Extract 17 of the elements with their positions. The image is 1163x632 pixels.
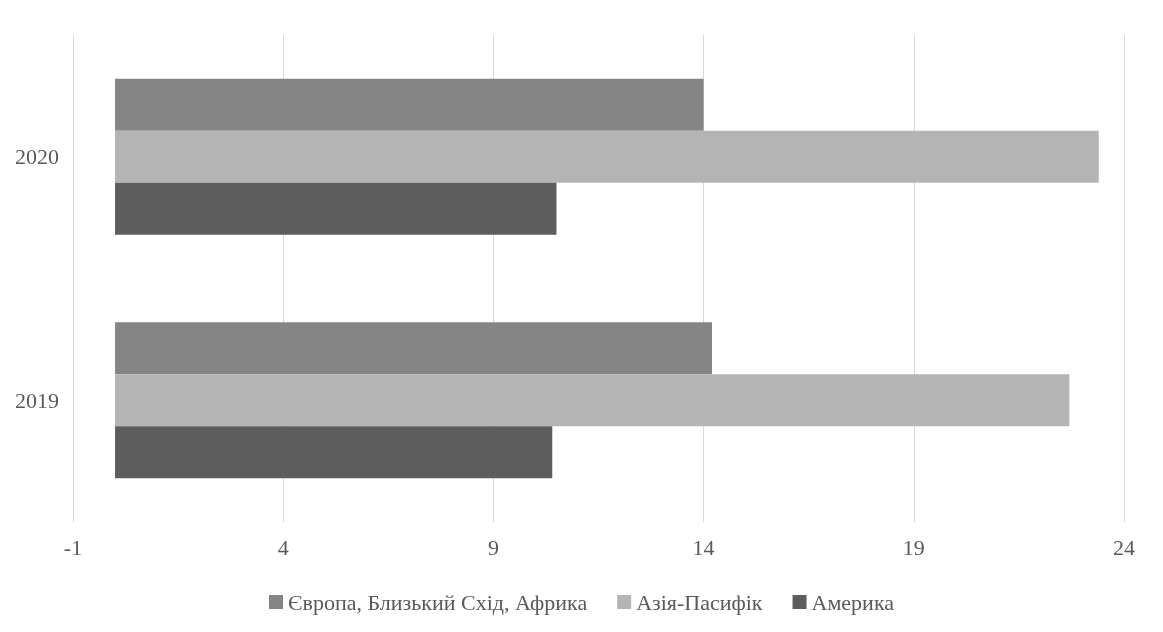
- y-tick-label: 2020: [15, 144, 59, 170]
- legend-label: Америка: [811, 589, 895, 615]
- x-tick-label: 9: [487, 534, 499, 560]
- y-tick-label: 2019: [15, 387, 59, 413]
- x-tick-label: 14: [692, 534, 715, 560]
- bar: [115, 78, 704, 131]
- legend-label: Європа, Близький Схід, Африка: [287, 589, 588, 615]
- x-tick-label: 19: [902, 534, 925, 560]
- bar: [115, 130, 1099, 183]
- bar: [115, 426, 553, 479]
- x-tick-label: -1: [63, 534, 83, 560]
- bar: [115, 322, 713, 375]
- bar: [115, 182, 557, 235]
- x-tick-label: 24: [1113, 534, 1135, 560]
- x-tick-label: 4: [277, 534, 289, 560]
- bar: [115, 374, 1070, 427]
- legend-label: Азія-Пасифік: [636, 589, 763, 615]
